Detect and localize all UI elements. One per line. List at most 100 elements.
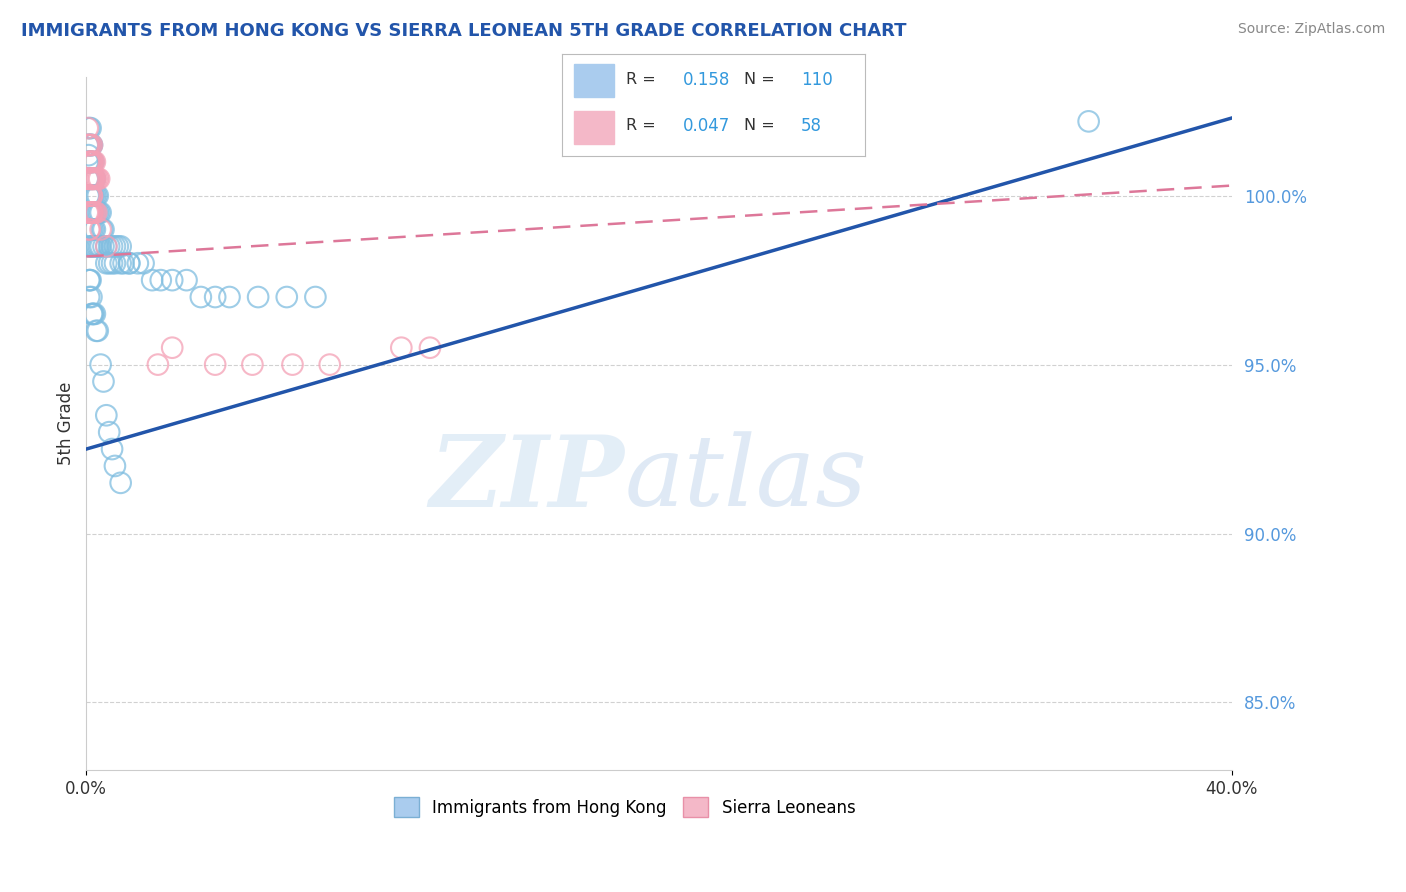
Point <box>80 188 103 202</box>
Point <box>79 205 101 219</box>
Point <box>90 239 112 253</box>
Point <box>79 205 101 219</box>
Point <box>79 171 101 186</box>
Point <box>77 121 100 136</box>
Point <box>80 171 103 186</box>
Point <box>80 171 103 186</box>
Point <box>247 290 270 304</box>
Point <box>79 188 101 202</box>
Point <box>77 155 100 169</box>
Point <box>83 205 105 219</box>
Point <box>79 171 101 186</box>
Point <box>76 171 98 186</box>
Point <box>89 205 111 219</box>
Point <box>86 205 108 219</box>
Point <box>86 324 108 338</box>
Point <box>80 222 103 236</box>
Point <box>79 138 101 153</box>
Point <box>79 155 101 169</box>
Text: 0.047: 0.047 <box>683 117 731 135</box>
Point <box>79 273 101 287</box>
Text: R =: R = <box>626 119 661 133</box>
Point <box>80 155 103 169</box>
Point <box>77 205 100 219</box>
Point <box>79 171 101 186</box>
Point <box>389 341 412 355</box>
Point <box>101 256 124 270</box>
Point <box>77 188 100 202</box>
Point <box>91 222 114 236</box>
Point <box>79 155 101 169</box>
Point <box>77 273 100 287</box>
Point <box>127 256 149 270</box>
Point <box>160 341 183 355</box>
Point <box>107 239 129 253</box>
Point <box>79 171 101 186</box>
Point <box>80 138 103 153</box>
Point <box>218 290 240 304</box>
Point <box>83 155 105 169</box>
Point <box>104 458 127 473</box>
Point <box>86 188 108 202</box>
Point <box>83 188 105 202</box>
Point <box>77 155 100 169</box>
Point <box>80 171 103 186</box>
Point <box>76 155 98 169</box>
Point <box>86 171 108 186</box>
Point <box>83 222 105 236</box>
Point <box>79 273 101 287</box>
Point <box>87 239 110 253</box>
Point <box>96 256 118 270</box>
Point <box>87 324 110 338</box>
Text: 110: 110 <box>801 70 832 88</box>
Point <box>304 290 326 304</box>
Point <box>77 290 100 304</box>
Point <box>112 256 135 270</box>
Point <box>80 188 103 202</box>
Point <box>79 222 101 236</box>
Point <box>77 188 100 202</box>
Point <box>82 205 104 219</box>
Point <box>89 171 111 186</box>
Point <box>82 307 104 321</box>
Point <box>77 138 100 153</box>
Legend: Immigrants from Hong Kong, Sierra Leoneans: Immigrants from Hong Kong, Sierra Leonea… <box>387 790 862 824</box>
Point <box>77 155 100 169</box>
Point <box>146 358 169 372</box>
Point <box>87 188 110 202</box>
Point <box>79 171 101 186</box>
Point <box>80 155 103 169</box>
Point <box>90 358 112 372</box>
Point <box>87 171 110 186</box>
Point <box>77 171 100 186</box>
Point <box>110 475 132 490</box>
Point <box>76 121 98 136</box>
Point <box>80 205 103 219</box>
Point <box>104 256 127 270</box>
Point <box>101 239 124 253</box>
Point <box>276 290 298 304</box>
Point <box>93 375 115 389</box>
Point <box>82 171 104 186</box>
Point <box>96 409 118 423</box>
Point <box>76 138 98 153</box>
Text: 58: 58 <box>801 117 823 135</box>
Point <box>77 171 100 186</box>
Point <box>204 358 226 372</box>
Point <box>80 290 103 304</box>
Point <box>83 239 105 253</box>
Point <box>80 138 103 153</box>
Point <box>82 239 104 253</box>
Point <box>87 205 110 219</box>
Point <box>176 273 198 287</box>
Text: atlas: atlas <box>624 432 868 527</box>
Point <box>82 155 104 169</box>
Point <box>98 239 121 253</box>
Text: R =: R = <box>626 72 661 87</box>
Point <box>149 273 172 287</box>
Text: IMMIGRANTS FROM HONG KONG VS SIERRA LEONEAN 5TH GRADE CORRELATION CHART: IMMIGRANTS FROM HONG KONG VS SIERRA LEON… <box>21 22 907 40</box>
Point <box>80 155 103 169</box>
Point <box>98 425 121 439</box>
Point <box>89 239 111 253</box>
Point <box>77 222 100 236</box>
